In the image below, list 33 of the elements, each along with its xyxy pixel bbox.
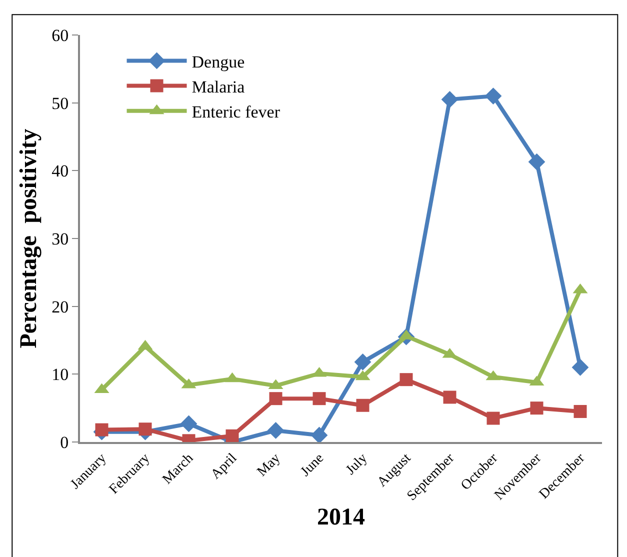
legend-label: Enteric fever [192, 102, 280, 122]
x-tick-label: June [298, 450, 328, 480]
y-tick-label: 30 [52, 229, 69, 248]
point [180, 415, 198, 432]
y-tick-label: 20 [52, 297, 69, 316]
point [138, 422, 152, 436]
x-axis-title: 2014 [317, 504, 365, 531]
point [528, 153, 546, 170]
legend-label: Dengue [192, 52, 245, 72]
point [530, 402, 544, 415]
point [400, 373, 413, 386]
point [269, 392, 282, 406]
point [226, 429, 239, 442]
y-tick-label: 50 [52, 94, 69, 113]
point [310, 426, 328, 442]
legend-label: Malaria [192, 77, 246, 96]
point [312, 392, 326, 406]
point [572, 358, 589, 376]
y-tick-label: 0 [60, 432, 69, 452]
y-tick-label: 60 [52, 26, 69, 45]
x-tick-label: July [343, 450, 371, 478]
point [486, 412, 500, 425]
point [484, 88, 502, 104]
point [574, 404, 587, 418]
point [354, 354, 372, 370]
y-tick-label: 10 [52, 365, 69, 384]
point [356, 398, 370, 412]
x-tick-label: May [254, 450, 284, 480]
y-tick-label: 40 [52, 162, 69, 181]
point [267, 422, 284, 439]
y-axis-title: Percentage positivity [16, 128, 42, 348]
point [443, 390, 456, 404]
point [441, 90, 458, 108]
